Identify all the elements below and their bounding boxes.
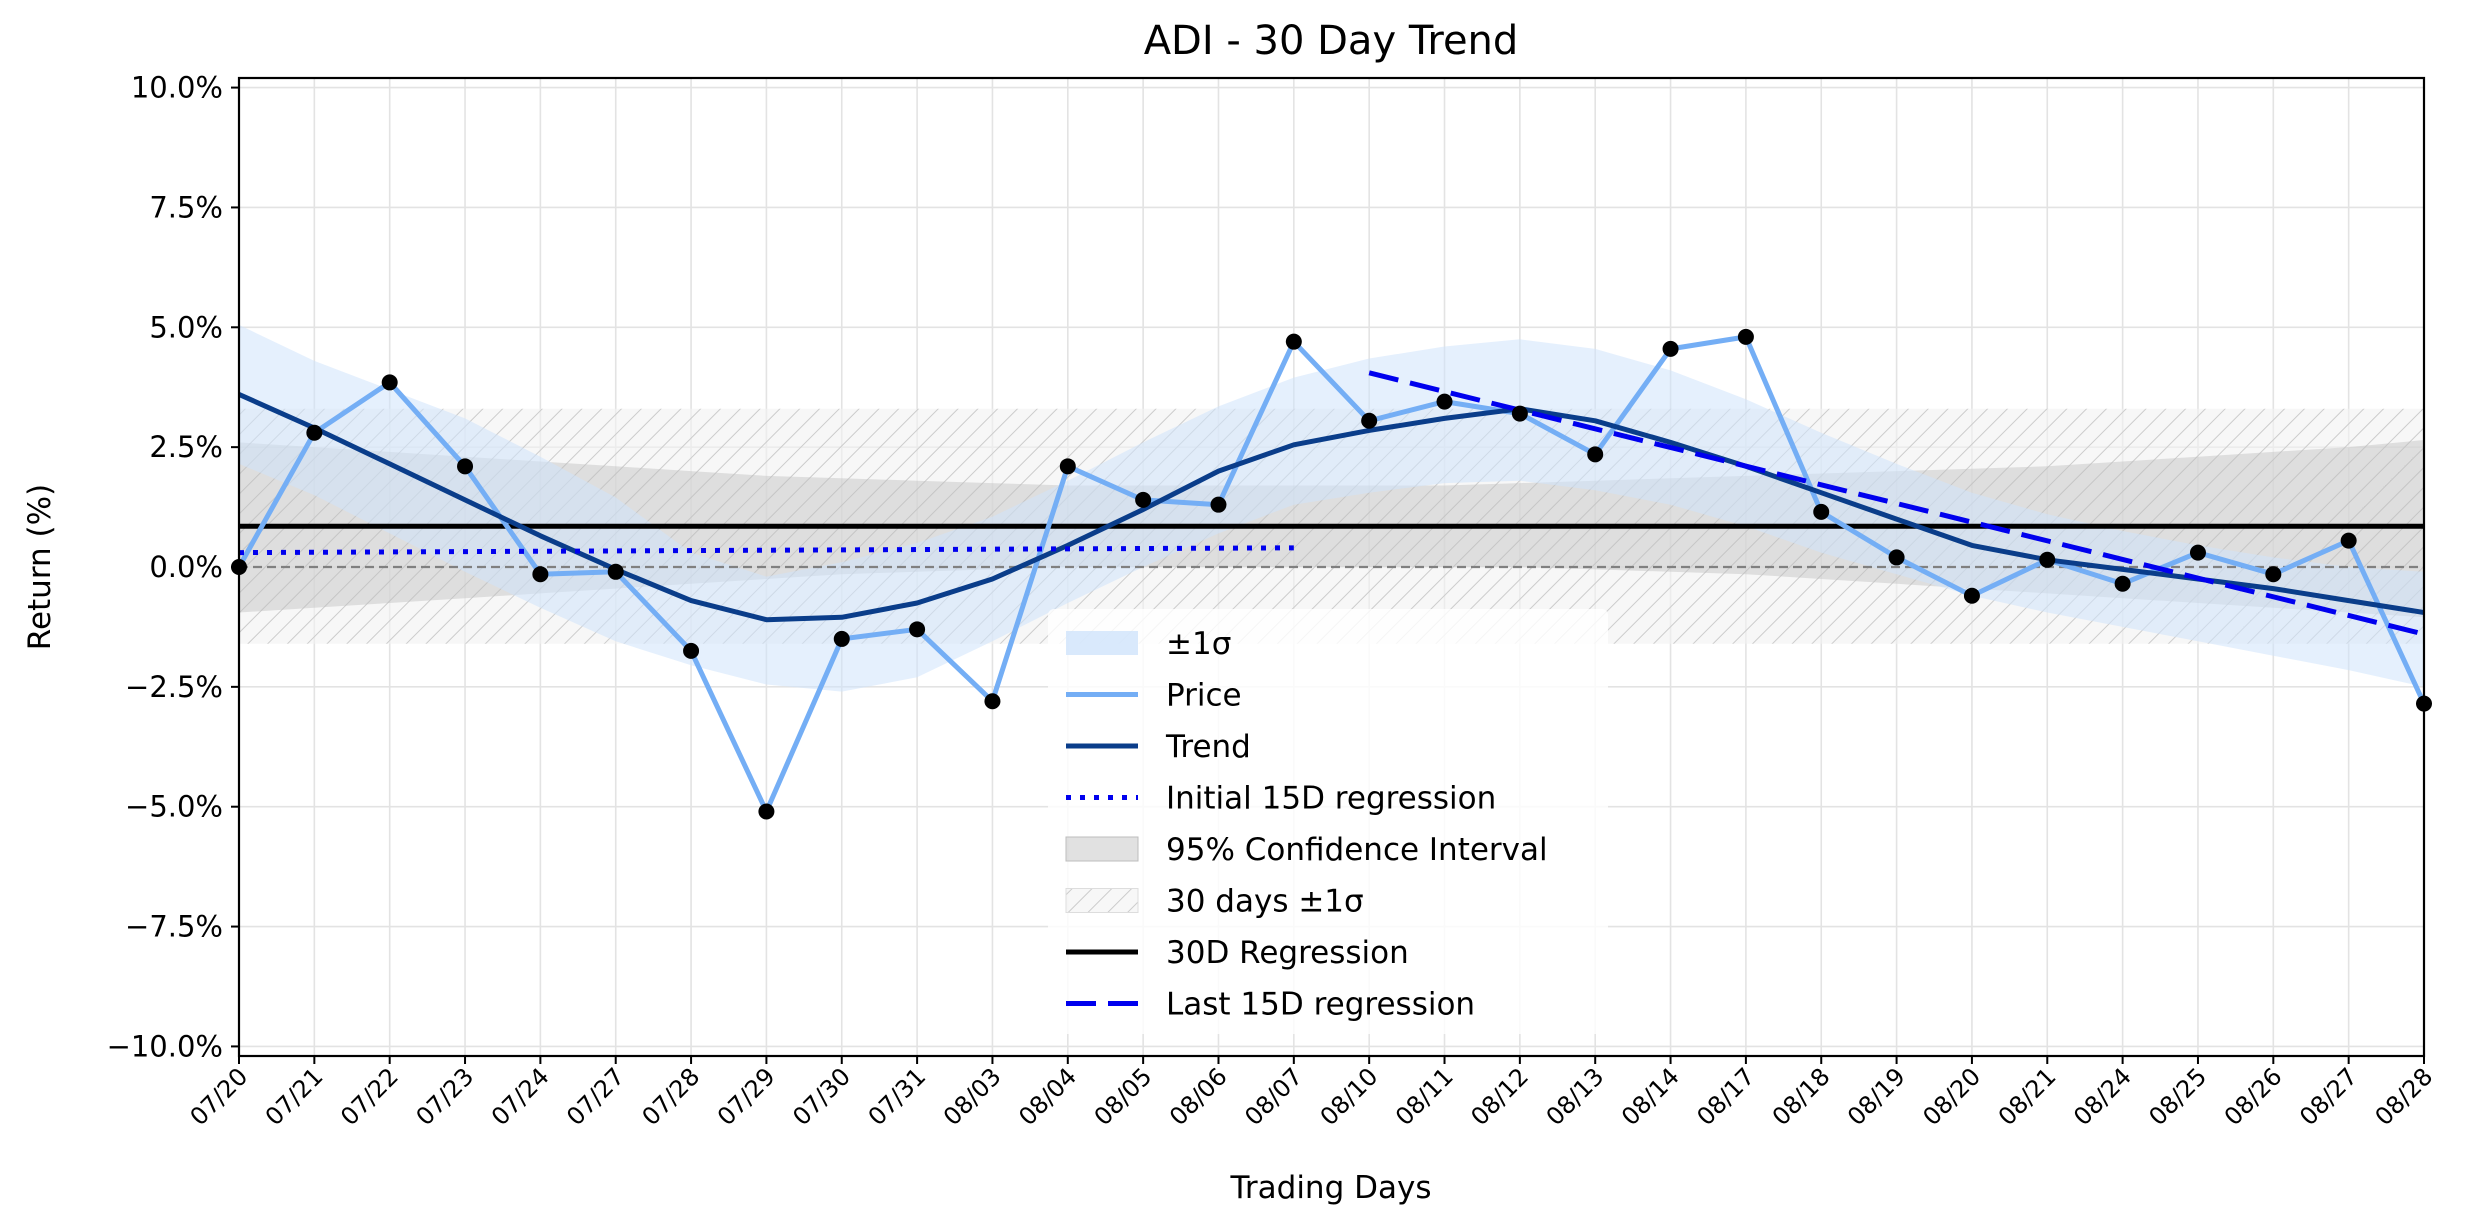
x-tick-label: 08/21 (1993, 1062, 2062, 1131)
x-tick-label: 08/10 (1315, 1062, 1384, 1131)
price-point (2265, 566, 2282, 583)
x-tick-label: 08/14 (1616, 1062, 1685, 1131)
x-axis-label: Trading Days (1230, 1170, 1432, 1206)
price-point (1888, 549, 1905, 566)
chart-title: ADI - 30 Day Trend (1144, 18, 1519, 64)
y-tick-label: 2.5% (149, 430, 223, 464)
y-tick-label: −7.5% (125, 910, 223, 944)
x-tick-label: 08/18 (1767, 1062, 1836, 1131)
price-point (1285, 333, 1302, 350)
y-tick-label: −5.0% (125, 790, 223, 824)
x-tick-label: 07/29 (712, 1062, 781, 1131)
legend: ±1σ Price Trend Initial 15D regression 95% C… (1048, 609, 1608, 1034)
price-point (2114, 575, 2131, 592)
legend-item-trend: Trend (1066, 729, 1251, 765)
x-tick-label: 08/03 (938, 1062, 1007, 1131)
x-tick-label: 08/06 (1164, 1062, 1233, 1131)
x-tick-label: 07/24 (486, 1062, 555, 1131)
legend-item-initial-15d-regression: Initial 15D regression (1066, 781, 1496, 817)
x-tick-label: 08/25 (2143, 1062, 2212, 1131)
line-last-15d-regression (1368, 370, 2424, 637)
x-tick-label: 08/26 (2219, 1062, 2288, 1131)
x-tick-label: 08/20 (1917, 1062, 1986, 1131)
x-tick-label: 08/27 (2294, 1062, 2363, 1131)
x-tick-label: 08/05 (1089, 1062, 1158, 1131)
price-point (1436, 393, 1453, 410)
price-point (683, 642, 700, 659)
x-tick-label: 08/11 (1390, 1062, 1459, 1131)
legend-label: Initial 15D regression (1166, 781, 1496, 817)
x-tick-label: 07/22 (335, 1062, 404, 1131)
x-tick-label: 07/20 (185, 1062, 254, 1131)
line-trend (239, 392, 2424, 623)
price-point (1963, 587, 1980, 604)
y-tick-label: 7.5% (149, 190, 223, 224)
legend-item-1: ±1σ (1066, 626, 1231, 662)
price-point (1059, 458, 1076, 475)
x-axis-ticks: 07/20 07/21 07/22 07/23 07/24 07/27 07/28 07/29… (185, 1056, 2439, 1131)
x-tick-label: 08/17 (1691, 1062, 1760, 1131)
legend-swatch (1065, 836, 1139, 862)
legend-label: 30 days ±1σ (1166, 884, 1364, 920)
x-tick-label: 07/27 (561, 1062, 630, 1131)
x-tick-label: 08/12 (1465, 1062, 1534, 1131)
price-point (457, 458, 474, 475)
price-point (1511, 405, 1528, 422)
price-point (909, 621, 926, 638)
legend-item-95-confidence-interval: 95% Confidence Interval (1065, 832, 1548, 868)
x-tick-label: 08/19 (1842, 1062, 1911, 1131)
price-point (607, 563, 624, 580)
x-tick-label: 08/07 (1239, 1062, 1308, 1131)
x-tick-label: 08/24 (2068, 1062, 2137, 1131)
legend-swatch (1066, 631, 1138, 655)
price-point (1737, 328, 1754, 345)
legend-item-30d-regression: 30D Regression (1066, 935, 1409, 971)
y-tick-label: −2.5% (125, 670, 223, 704)
price-point (2340, 532, 2357, 549)
y-tick-label: 0.0% (149, 550, 223, 584)
y-tick-label: 5.0% (149, 310, 223, 344)
legend-label: Price (1166, 678, 1242, 714)
price-point (1210, 496, 1227, 513)
price-point (758, 803, 775, 820)
price-point (306, 424, 323, 441)
x-tick-label: 08/13 (1541, 1062, 1610, 1131)
x-tick-label: 07/28 (637, 1062, 706, 1131)
price-point (1662, 340, 1679, 357)
price-point (2189, 544, 2206, 561)
x-tick-label: 07/21 (260, 1062, 329, 1131)
x-tick-label: 07/30 (787, 1062, 856, 1131)
legend-label: 95% Confidence Interval (1166, 832, 1548, 868)
y-tick-label: −10.0% (107, 1029, 223, 1063)
x-tick-label: 07/31 (863, 1062, 932, 1131)
legend-label: ±1σ (1166, 626, 1231, 662)
x-tick-label: 08/04 (1013, 1062, 1082, 1131)
y-axis-label: Return (%) (22, 484, 58, 650)
series-lines (239, 334, 2424, 814)
price-point (984, 693, 1001, 710)
price-point (1135, 491, 1152, 508)
legend-item-30-days-1: 30 days ±1σ (1065, 884, 1364, 920)
legend-item-price: Price (1066, 678, 1242, 714)
price-point (532, 566, 549, 583)
legend-label: Trend (1165, 729, 1251, 765)
price-point (833, 630, 850, 647)
legend-label: 30D Regression (1166, 935, 1409, 971)
y-tick-label: 10.0% (131, 71, 223, 105)
legend-box (1048, 609, 1608, 1034)
price-point (2039, 551, 2056, 568)
x-tick-label: 08/28 (2370, 1062, 2439, 1131)
legend-item-last-15d-regression: Last 15D regression (1066, 987, 1475, 1023)
legend-swatch (1065, 888, 1139, 913)
y-axis-ticks: −10.0% −7.5% −5.0% −2.5% 0.0% 2.5% 5.0% 7.5% 10.… (107, 71, 239, 1063)
band-plus-minus-1-sigma (239, 324, 2424, 692)
price-points (231, 328, 2432, 820)
price-point (381, 374, 398, 391)
legend-label: Last 15D regression (1166, 987, 1475, 1023)
price-point (1587, 446, 1604, 463)
x-tick-label: 07/23 (411, 1062, 480, 1131)
price-point (1813, 503, 1830, 520)
price-point (1361, 412, 1378, 429)
